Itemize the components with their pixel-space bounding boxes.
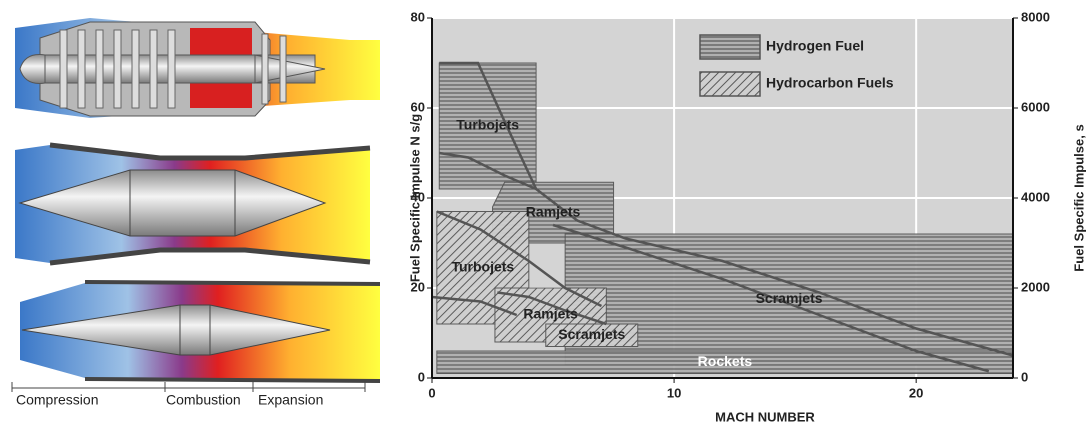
region-label: Ramjets [523, 306, 578, 322]
region-label: Turbojets [451, 258, 514, 274]
region-label: Turbojets [456, 117, 519, 133]
x-tick-label: 0 [428, 385, 435, 400]
region-label: Rockets [698, 353, 753, 369]
engine-diagram: Compression Combustion Expansion [0, 0, 400, 426]
y-tick-label: 60 [411, 99, 425, 114]
legend-swatch [700, 35, 760, 59]
y2-tick-label: 8000 [1021, 9, 1050, 24]
legend-text: Hydrocarbon Fuels [766, 75, 894, 91]
chart: MACH NUMBER Fuel Specific Impulse N s/g … [400, 0, 1092, 426]
y-tick-label: 40 [411, 189, 425, 204]
y2-tick-label: 4000 [1021, 189, 1050, 204]
legend-text: Hydrogen Fuel [766, 38, 864, 54]
y2-tick-label: 0 [1021, 369, 1028, 384]
scramjet-wall [85, 282, 380, 284]
scramjet-wall [85, 379, 380, 381]
stage-label: Compression [16, 392, 98, 408]
y-tick-label: 20 [411, 279, 425, 294]
y2-axis-label: Fuel Specific Impulse, s [1071, 124, 1086, 271]
y-tick-label: 80 [411, 9, 425, 24]
region-label: Scramjets [756, 290, 823, 306]
stage-axis [12, 382, 365, 392]
page: Compression Combustion Expansion MACH NU… [0, 0, 1092, 426]
region-label: Ramjets [526, 203, 581, 219]
y2-tick-label: 6000 [1021, 99, 1050, 114]
stage-label: Expansion [258, 392, 323, 408]
x-axis-label: MACH NUMBER [715, 409, 815, 424]
y-tick-label: 0 [418, 369, 425, 384]
region-label: Scramjets [558, 326, 625, 342]
y2-tick-label: 2000 [1021, 279, 1050, 294]
stage-label: Combustion [166, 392, 241, 408]
legend-swatch [700, 72, 760, 96]
x-tick-label: 10 [667, 385, 681, 400]
x-tick-label: 20 [909, 385, 923, 400]
